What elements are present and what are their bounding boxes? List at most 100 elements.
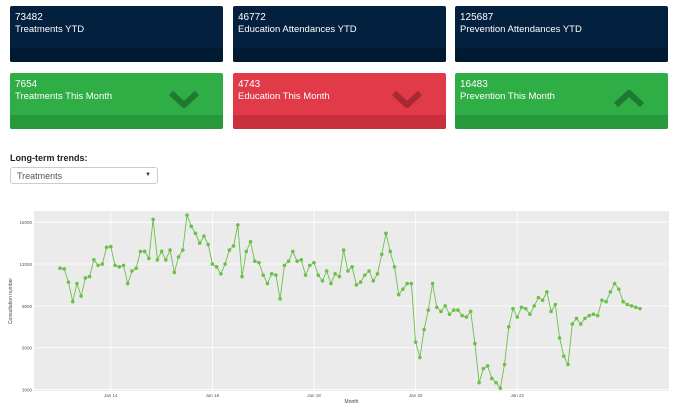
kpi-label: Treatments This Month: [15, 91, 113, 102]
data-point: [485, 364, 490, 368]
data-point: [134, 266, 139, 271]
data-point: [600, 298, 604, 303]
data-point: [557, 336, 562, 340]
data-point: [439, 309, 443, 314]
kpi-footer: [233, 115, 446, 129]
data-point: [498, 386, 503, 391]
data-point: [185, 213, 189, 217]
data-point: [451, 308, 456, 312]
data-point: [528, 312, 532, 317]
x-tick-label: Jan 20: [409, 393, 423, 398]
data-point: [333, 271, 337, 276]
data-point: [561, 354, 566, 358]
data-point: [545, 290, 549, 294]
kpi-value: 46772: [238, 12, 266, 23]
data-point: [299, 258, 304, 262]
data-point: [506, 325, 511, 329]
kpi-footer: [233, 48, 446, 62]
data-point: [240, 274, 244, 279]
data-point: [384, 231, 388, 236]
data-point: [223, 262, 227, 266]
data-point: [418, 355, 422, 360]
x-axis-label: Month: [345, 399, 359, 405]
data-point: [172, 270, 177, 275]
data-point: [388, 249, 393, 254]
data-point: [468, 309, 473, 314]
data-point: [244, 249, 249, 254]
kpi-card-prevention-month: 16483 Prevention This Month: [455, 73, 668, 129]
data-point: [379, 252, 384, 257]
data-point: [583, 316, 587, 321]
data-point: [490, 376, 494, 381]
kpi-card-education-ytd: 46772 Education Attendances YTD: [233, 6, 446, 62]
data-point: [278, 297, 282, 301]
select-value: Treatments: [17, 171, 63, 181]
kpi-footer: [455, 48, 668, 62]
data-point: [426, 308, 431, 312]
data-point: [176, 255, 181, 259]
data-point: [430, 281, 435, 286]
data-point: [363, 273, 367, 277]
data-point: [248, 239, 253, 244]
x-tick-label: Jan 18: [307, 393, 321, 398]
trend-metric-select[interactable]: Treatments ▼: [10, 167, 158, 184]
data-point: [252, 259, 257, 264]
data-point: [320, 278, 325, 283]
data-point: [409, 281, 414, 286]
data-point: [58, 266, 62, 271]
kpi-value: 7654: [15, 79, 38, 90]
data-point: [236, 223, 240, 227]
data-point: [164, 258, 168, 262]
data-point: [206, 242, 210, 247]
trend-chart: 3000 6000 9000 12000 15000 Jan 14 Jan 16 Jan 18…: [8, 211, 669, 405]
data-point: [392, 265, 397, 269]
data-point: [324, 269, 329, 273]
data-point: [62, 267, 67, 271]
data-point: [481, 366, 486, 371]
data-point: [536, 295, 541, 300]
caret-down-icon: ▼: [145, 172, 151, 178]
data-point: [104, 245, 109, 250]
data-point: [316, 273, 321, 277]
data-point: [612, 281, 617, 286]
chevron-down-icon: [392, 90, 422, 108]
data-point: [354, 283, 359, 287]
data-point: [337, 274, 342, 279]
data-point: [367, 269, 371, 273]
kpi-label: Prevention Attendances YTD: [460, 24, 582, 35]
data-point: [130, 269, 134, 273]
data-point: [460, 313, 464, 318]
data-point: [151, 217, 155, 222]
y-tick-label: 3000: [22, 388, 33, 393]
data-point: [413, 340, 418, 344]
x-tick-label: Jan 16: [206, 393, 220, 398]
kpi-card-treatments-month: 7654 Treatments This Month: [10, 73, 223, 129]
data-point: [155, 258, 160, 262]
data-point: [117, 265, 122, 269]
data-point: [125, 281, 130, 286]
data-point: [617, 287, 621, 291]
data-point: [189, 224, 194, 229]
data-point: [197, 241, 202, 245]
data-point: [138, 249, 143, 254]
data-point: [464, 315, 469, 319]
data-point: [549, 309, 553, 314]
data-point: [587, 313, 591, 318]
y-axis-label: Consultation number: [8, 278, 14, 324]
data-point: [66, 280, 71, 284]
data-point: [477, 380, 481, 385]
data-point: [193, 231, 198, 236]
kpi-footer: [10, 48, 223, 62]
kpi-value: 73482: [15, 12, 43, 23]
kpi-label: Prevention This Month: [460, 91, 555, 102]
x-tick-label: Jan 14: [104, 393, 118, 398]
data-point: [422, 327, 426, 332]
data-point: [180, 248, 185, 252]
data-point: [511, 306, 515, 311]
chevron-up-icon: [614, 90, 644, 108]
data-point: [202, 234, 206, 238]
data-point: [405, 281, 409, 286]
data-point: [303, 273, 308, 277]
data-point: [121, 263, 126, 268]
data-point: [92, 258, 96, 262]
